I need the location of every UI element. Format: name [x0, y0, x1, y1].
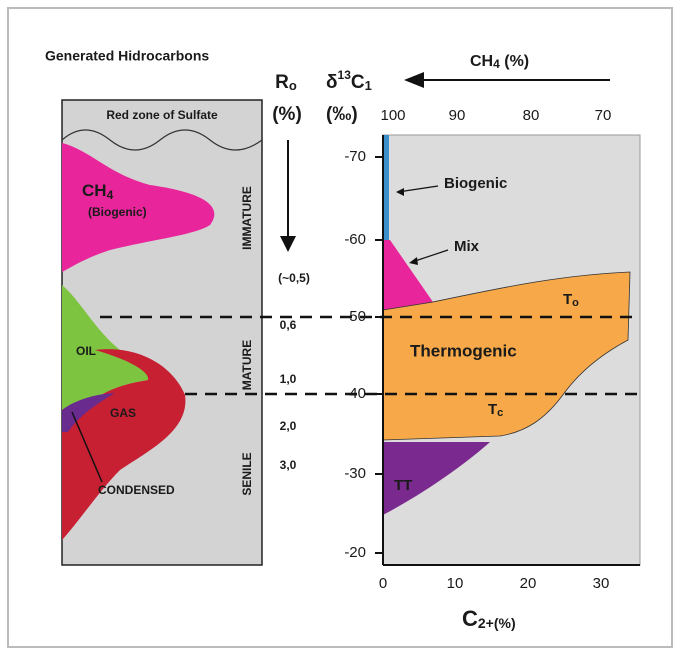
- ch4-axis-title: CH4 (%): [470, 53, 529, 71]
- y-tick-label: -40: [344, 385, 366, 402]
- subscript: 1: [365, 78, 372, 93]
- ro-label: 3,0: [280, 458, 297, 472]
- mix-label: Mix: [454, 238, 480, 255]
- subscript: o: [289, 78, 297, 93]
- thermogenic-label: Thermogenic: [410, 341, 517, 360]
- y-tick-label: -30: [344, 465, 366, 482]
- tt-label: TT: [394, 477, 412, 494]
- subscript: 4: [107, 188, 114, 202]
- formula: CH: [82, 181, 107, 200]
- symbol: R: [275, 72, 289, 93]
- stage-label: MATURE: [240, 340, 254, 390]
- ro-label: 1,0: [280, 372, 297, 386]
- top-tick-label: 90: [449, 107, 466, 124]
- gas-label: GAS: [110, 406, 136, 420]
- biogenic-label: (Biogenic): [88, 205, 147, 219]
- y-tick-label: -60: [344, 231, 366, 248]
- delta-unit: (‰): [326, 104, 358, 125]
- figure: Generated Hidrocarbons Red zone of Sulfa…: [0, 0, 680, 655]
- element: C: [462, 606, 478, 631]
- letter: T: [563, 291, 572, 308]
- ro-label: 2,0: [280, 419, 297, 433]
- ro-label: (~0,5): [278, 271, 310, 285]
- stage-label: IMMATURE: [240, 186, 254, 250]
- top-tick-label: 100: [380, 107, 405, 124]
- symbol: δ: [326, 72, 338, 93]
- subscript: 2+(%): [478, 615, 516, 631]
- element: C: [351, 72, 365, 93]
- x-tick-label: 0: [379, 575, 387, 592]
- y-tick-label: -70: [344, 148, 366, 165]
- y-tick-label: -50: [344, 308, 366, 325]
- ro-unit: (%): [272, 104, 302, 125]
- top-tick-label: 80: [523, 107, 540, 124]
- letter: T: [488, 401, 497, 418]
- zone-label: Red zone of Sulfate: [106, 108, 218, 122]
- unit: (%): [500, 53, 529, 70]
- subscript: o: [572, 297, 579, 309]
- y-tick-label: -20: [344, 544, 366, 561]
- ro-label: 0,6: [280, 318, 297, 332]
- left-title: Generated Hidrocarbons: [45, 48, 209, 64]
- formula: CH: [470, 53, 493, 70]
- x-tick-label: 30: [593, 575, 610, 592]
- x-tick-label: 10: [447, 575, 464, 592]
- top-tick-label: 70: [595, 107, 612, 124]
- stage-label: SENILE: [240, 452, 254, 495]
- oil-label: OIL: [76, 344, 96, 358]
- subscript: c: [497, 407, 503, 419]
- condensed-label: CONDENSED: [98, 483, 175, 497]
- biogenic-label: Biogenic: [444, 175, 507, 192]
- superscript: 13: [338, 68, 352, 82]
- x-tick-label: 20: [520, 575, 537, 592]
